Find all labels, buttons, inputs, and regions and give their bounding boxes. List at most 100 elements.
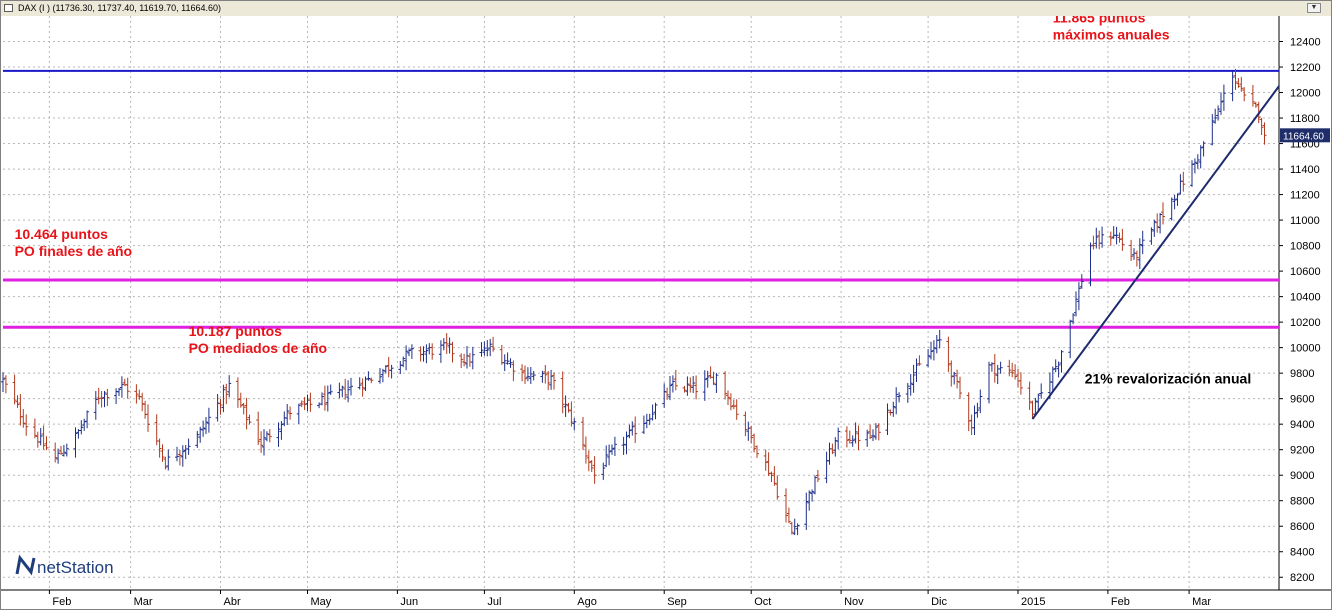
y-tick-label: 11800 [1290, 113, 1320, 125]
ohlc-bar [1053, 359, 1058, 373]
ohlc-bar [897, 392, 902, 403]
ohlc-bar [627, 424, 632, 439]
ohlc-bar [1213, 108, 1218, 124]
y-tick-label: 8800 [1290, 496, 1314, 508]
ohlc-bar [688, 377, 693, 393]
ohlc-bar [966, 392, 971, 432]
ohlc-bar [241, 402, 246, 415]
ohlc-bar [12, 374, 17, 405]
window-icon[interactable] [4, 4, 13, 12]
ohlc-bar [1068, 319, 1073, 359]
ohlc-bar [93, 391, 98, 420]
y-tick-label: 12200 [1290, 62, 1321, 74]
ohlc-bar [470, 346, 475, 370]
x-tick-label: Abr [224, 596, 241, 608]
ohlc-bar [204, 416, 208, 435]
y-tick-label: 9600 [1290, 394, 1314, 406]
ohlc-bar [650, 404, 655, 421]
ohlc-bar [430, 343, 435, 360]
ohlc-bar [15, 395, 20, 408]
ohlc-bar [244, 397, 249, 430]
ohlc-bar [1172, 194, 1177, 210]
ohlc-bar [366, 371, 371, 381]
ohlc-bar [871, 429, 875, 441]
annotation-text: 10.464 puntos [15, 226, 109, 242]
ohlc-bar [569, 401, 574, 427]
ohlc-bar [844, 426, 849, 448]
ohlc-bar [247, 414, 252, 425]
ohlc-bar [235, 377, 240, 408]
ohlc-bar [894, 387, 899, 415]
ohlc-bar [221, 384, 226, 413]
ohlc-bar [926, 349, 931, 368]
ohlc-bar [259, 431, 264, 453]
ohlc-bar [444, 333, 449, 354]
y-tick-label: 9400 [1290, 419, 1314, 431]
ohlc-bar [952, 371, 957, 385]
ohlc-bar [73, 427, 78, 458]
ohlc-bar [117, 387, 121, 397]
ohlc-bar [1018, 372, 1023, 395]
ohlc-bar [79, 420, 84, 435]
ohlc-bar [1114, 226, 1119, 245]
ohlc-bar [201, 420, 206, 437]
ohlc-bar [929, 341, 933, 360]
ohlc-bar [1190, 160, 1194, 187]
ohlc-bar [1079, 274, 1084, 289]
ohlc-bar [1233, 68, 1238, 91]
ohlc-bar [1242, 87, 1247, 102]
window-title: DAX (I ) (11736.30, 11737.40, 11619.70, … [18, 3, 221, 13]
ohlc-bar [653, 402, 658, 420]
ohlc-bar [1137, 238, 1142, 270]
x-tick-label: Jun [400, 596, 418, 608]
ohlc-bar [560, 371, 565, 414]
ohlc-bar [1219, 92, 1223, 115]
ohlc-bar [1010, 362, 1015, 378]
ohlc-bar [1149, 227, 1154, 245]
y-tick-label: 9200 [1290, 445, 1314, 457]
ohlc-bar [763, 449, 768, 471]
ohlc-bar [479, 342, 484, 357]
ohlc-bar [279, 421, 284, 440]
ohlc-bar [528, 367, 533, 384]
x-tick-label: 2015 [1021, 596, 1045, 608]
annotation-text: 11.865 puntos [1053, 16, 1146, 25]
ohlc-bar [511, 360, 516, 382]
ohlc-bar [24, 414, 29, 436]
ohlc-bar [349, 377, 353, 396]
ohlc-bar [320, 392, 324, 406]
y-tick-label: 8400 [1290, 547, 1314, 559]
y-tick-label: 12000 [1290, 88, 1321, 100]
ohlc-bar [488, 338, 493, 357]
window-menu-button[interactable]: ▼ [1307, 3, 1321, 13]
ohlc-bar [383, 365, 388, 374]
ohlc-bar [491, 336, 496, 352]
ohlc-bar [325, 385, 330, 412]
last-price-label: 11664.60 [1283, 131, 1324, 142]
ohlc-bar [1181, 171, 1186, 192]
ohlc-bar [459, 353, 464, 369]
ohlc-bar [670, 375, 675, 393]
ohlc-bar [119, 376, 124, 398]
ohlc-bar [177, 449, 182, 466]
ohlc-bar [711, 371, 716, 385]
ohlc-bar [630, 421, 635, 436]
ohlc-bar [1071, 313, 1076, 325]
ohlc-bar [691, 376, 696, 393]
annotation-text: máximos anuales [1053, 26, 1170, 42]
ohlc-bar [508, 358, 513, 368]
ohlc-bar [401, 356, 406, 368]
y-tick-label: 10000 [1290, 343, 1321, 355]
ohlc-bar [175, 446, 179, 462]
ohlc-bar [186, 438, 191, 455]
ohlc-bar [1152, 219, 1157, 237]
ohlc-bar [665, 387, 670, 400]
ohlc-bar [546, 370, 551, 391]
ohlc-bar [485, 340, 490, 357]
ohlc-bar [267, 429, 272, 443]
ohlc-bar [1198, 145, 1203, 169]
ohlc-bar [238, 392, 243, 408]
last-price-badge [1280, 128, 1330, 143]
y-tick-label: 12400 [1290, 37, 1321, 49]
price-chart[interactable]: 8200 8400 8600 8800 9000 9200 9400 9600 9800 1000… [1, 16, 1331, 609]
